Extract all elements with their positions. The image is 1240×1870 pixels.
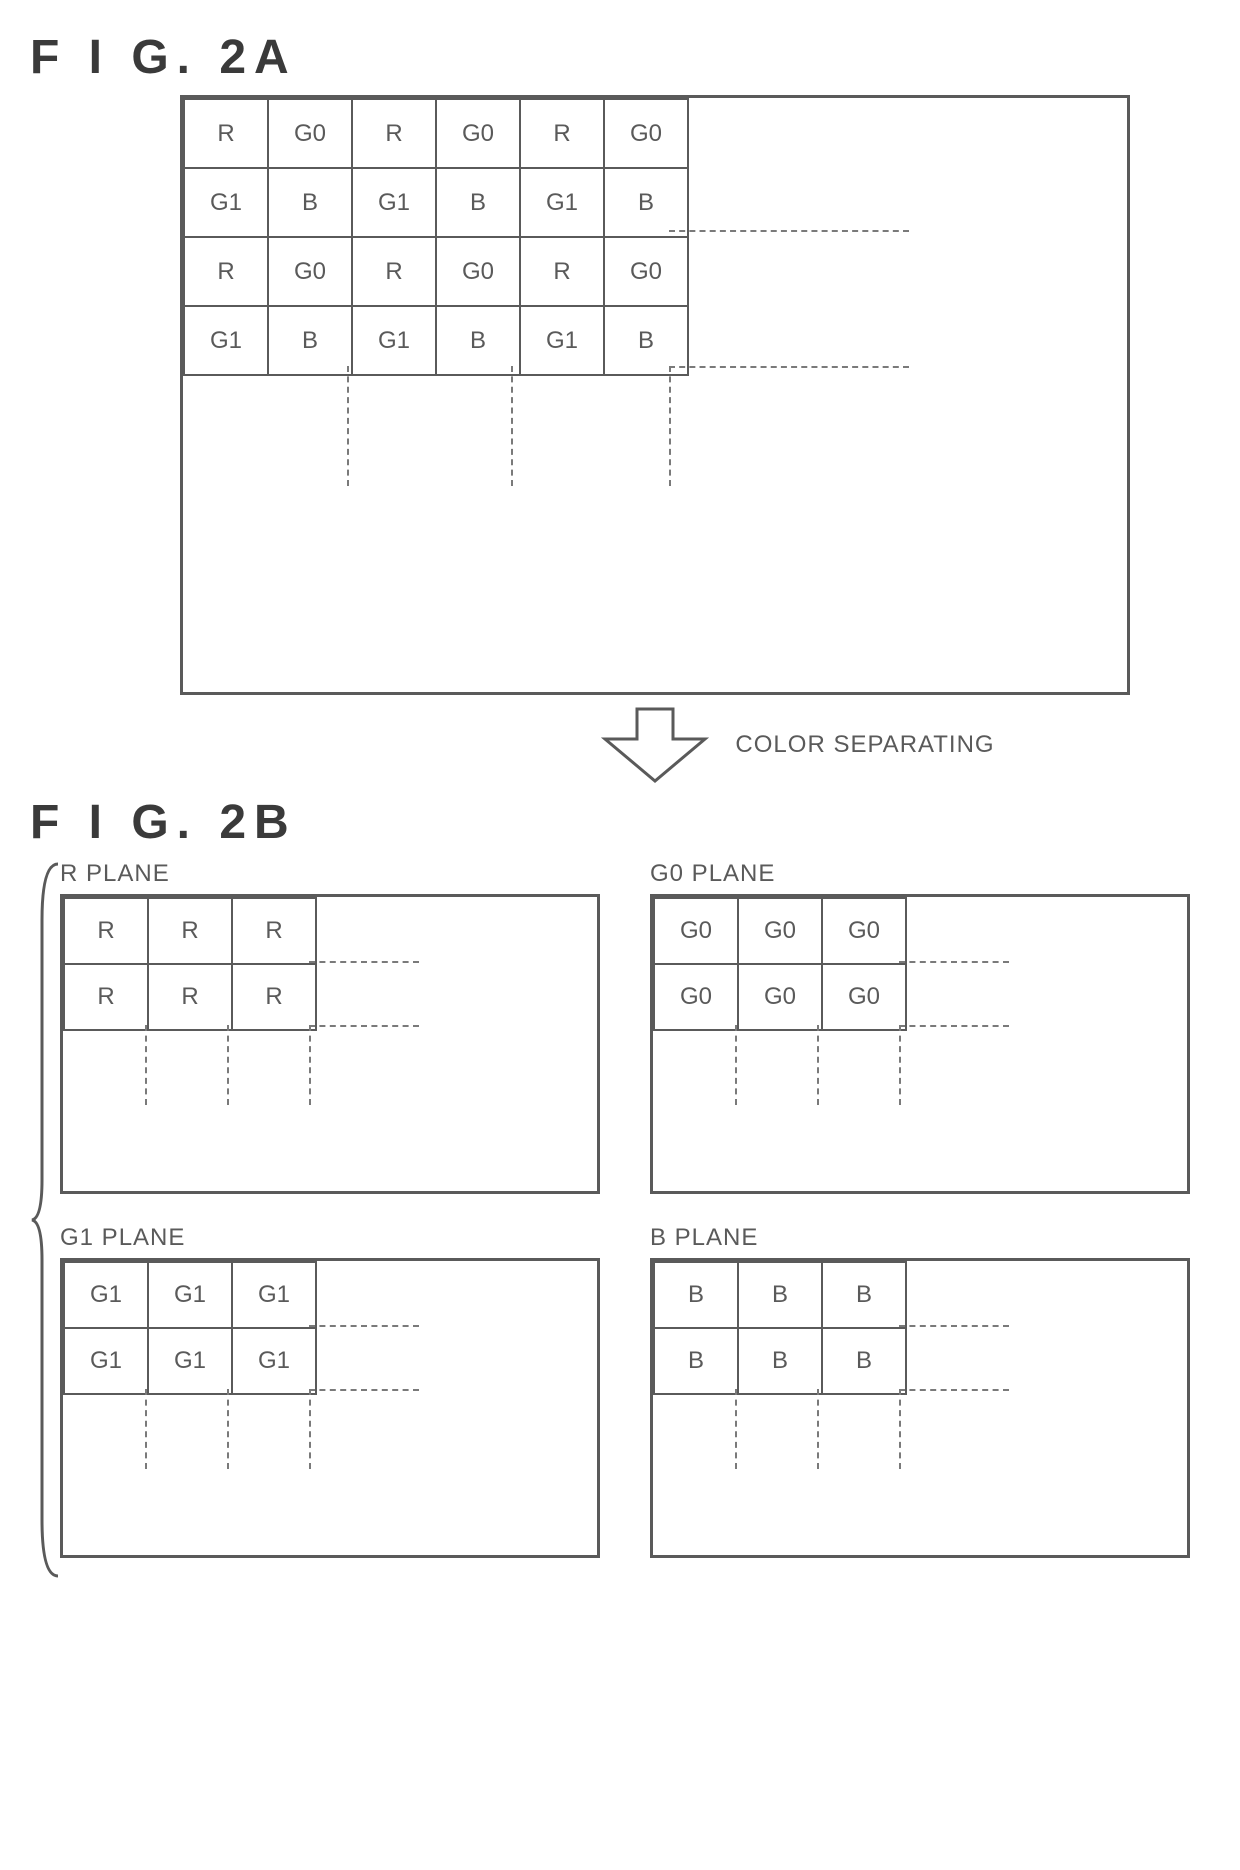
plane-cell: G1 [148, 1328, 232, 1394]
bayer-cell: R [520, 237, 604, 306]
plane-cell: R [148, 964, 232, 1030]
plane-title: R PLANE [60, 860, 600, 888]
dash-line [511, 366, 513, 486]
dash-line [309, 961, 419, 963]
dash-line [735, 1025, 737, 1105]
bayer-cell: G1 [184, 306, 268, 375]
dash-line [227, 1389, 229, 1469]
bayer-cell: G0 [268, 99, 352, 168]
bayer-cell: B [604, 306, 688, 375]
bayer-cell: R [352, 99, 436, 168]
bayer-panel: R G0 R G0 R G0 G1 B G1 B G1 B R G0 R G0 … [180, 95, 1130, 695]
brace-icon [30, 860, 60, 1585]
plane-cell: B [738, 1328, 822, 1394]
dash-line [309, 1389, 311, 1469]
down-arrow-icon [595, 705, 715, 785]
plane-block-b: B PLANE B B B B B B [650, 1224, 1190, 1558]
dash-line [309, 1025, 419, 1027]
dash-line [309, 1325, 419, 1327]
bayer-cell: G1 [520, 168, 604, 237]
bayer-cell: G0 [604, 99, 688, 168]
plane-panel: G0 G0 G0 G0 G0 G0 [650, 894, 1190, 1194]
dash-line [669, 230, 909, 232]
dash-line [309, 1025, 311, 1105]
dash-line [817, 1025, 819, 1105]
color-separating-arrow-row: COLOR SEPARATING [30, 705, 1210, 785]
plane-cell: G0 [654, 964, 738, 1030]
bayer-grid: R G0 R G0 R G0 G1 B G1 B G1 B R G0 R G0 … [183, 98, 689, 376]
plane-cell: R [64, 964, 148, 1030]
plane-title: G0 PLANE [650, 860, 1190, 888]
plane-cell: G0 [822, 964, 906, 1030]
plane-panel: B B B B B B [650, 1258, 1190, 1558]
dash-line [145, 1389, 147, 1469]
bayer-cell: B [436, 168, 520, 237]
plane-cell: G1 [64, 1262, 148, 1328]
bayer-cell: B [268, 306, 352, 375]
dash-line [899, 1325, 1009, 1327]
fig-2a-title: F I G. 2A [30, 30, 1210, 85]
dash-line [899, 1025, 901, 1105]
plane-cell: G1 [232, 1262, 316, 1328]
dash-line [227, 1025, 229, 1105]
bayer-cell: G1 [520, 306, 604, 375]
dash-line [899, 1025, 1009, 1027]
bayer-cell: R [184, 99, 268, 168]
plane-cell: R [64, 898, 148, 964]
dash-line [145, 1025, 147, 1105]
plane-cell: R [232, 898, 316, 964]
plane-title: B PLANE [650, 1224, 1190, 1252]
dash-line [899, 961, 1009, 963]
plane-cell: R [232, 964, 316, 1030]
bayer-cell: R [520, 99, 604, 168]
bayer-cell: G1 [184, 168, 268, 237]
bayer-cell: R [184, 237, 268, 306]
bayer-cell: B [268, 168, 352, 237]
plane-cell: B [654, 1328, 738, 1394]
bayer-cell: B [604, 168, 688, 237]
dash-line [347, 366, 349, 486]
plane-panel: R R R R R R [60, 894, 600, 1194]
plane-cell: R [148, 898, 232, 964]
plane-block-g1: G1 PLANE G1 G1 G1 G1 G1 G1 [60, 1224, 600, 1558]
plane-cell: B [822, 1328, 906, 1394]
dash-line [899, 1389, 901, 1469]
dash-line [669, 366, 671, 486]
fig-2b-title: F I G. 2B [30, 795, 1210, 850]
plane-cell: G1 [148, 1262, 232, 1328]
plane-cell: B [822, 1262, 906, 1328]
plane-block-g0: G0 PLANE G0 G0 G0 G0 G0 G0 [650, 860, 1190, 1194]
plane-cell: G1 [232, 1328, 316, 1394]
plane-cell: G0 [738, 898, 822, 964]
dash-line [817, 1389, 819, 1469]
arrow-label: COLOR SEPARATING [735, 731, 994, 759]
plane-cell: G1 [64, 1328, 148, 1394]
bayer-cell: R [352, 237, 436, 306]
plane-cell: G0 [822, 898, 906, 964]
bayer-cell: G0 [604, 237, 688, 306]
plane-block-r: R PLANE R R R R R R [60, 860, 600, 1194]
bayer-cell: G0 [436, 99, 520, 168]
bayer-cell: B [436, 306, 520, 375]
plane-cell: B [654, 1262, 738, 1328]
bayer-cell: G1 [352, 168, 436, 237]
plane-panel: G1 G1 G1 G1 G1 G1 [60, 1258, 600, 1558]
dash-line [309, 1389, 419, 1391]
plane-title: G1 PLANE [60, 1224, 600, 1252]
plane-cell: G0 [654, 898, 738, 964]
dash-line [735, 1389, 737, 1469]
bayer-cell: G0 [436, 237, 520, 306]
bayer-cell: G1 [352, 306, 436, 375]
dash-line [669, 366, 909, 368]
plane-cell: G0 [738, 964, 822, 1030]
bayer-cell: G0 [268, 237, 352, 306]
dash-line [899, 1389, 1009, 1391]
plane-cell: B [738, 1262, 822, 1328]
